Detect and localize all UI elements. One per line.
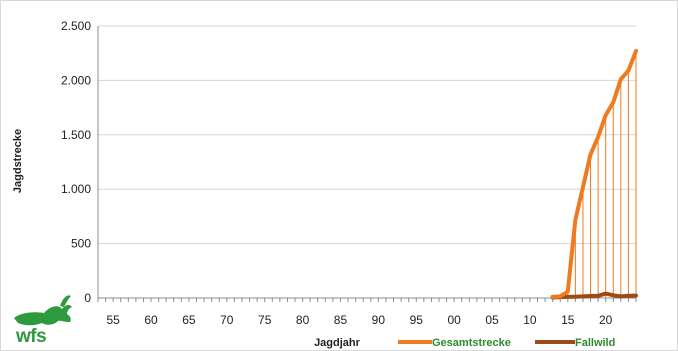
x-tick-label: 20 [599,313,613,327]
drop-lines [552,51,637,298]
y-tick-label: 2.000 [61,73,91,87]
logo-text: wfs [15,326,46,347]
axes [97,26,636,299]
x-tick-label: 75 [258,313,272,327]
y-tick-label: 500 [71,237,91,251]
gridlines [98,25,636,245]
x-tick-label: 00 [447,313,461,327]
logo: wfs [14,295,72,347]
series-line-fallwild [550,291,638,300]
y-axis-tick-labels: 0 500 1.000 1.500 2.000 2.500 [61,19,91,305]
x-tick-label: 15 [561,313,575,327]
x-tick-label: 10 [523,313,537,327]
x-tick-label: 80 [296,313,310,327]
x-tick-label: 70 [220,313,234,327]
y-axis-title: Jagdstrecke [12,129,24,193]
y-tick-label: 2.500 [61,19,91,33]
series-lines [550,49,638,300]
x-tick-label: 90 [372,313,386,327]
x-axis-tick-labels: 55 60 65 70 75 80 85 90 95 00 05 10 15 20 [106,313,612,327]
legend-label: Gesamtstrecke [432,337,511,349]
x-tick-label: 05 [485,313,499,327]
y-tick-label: 1.000 [61,182,91,196]
x-axis-title: Jagdjahr [314,337,361,349]
x-tick-label: 65 [182,313,196,327]
hare-icon [14,295,72,326]
x-tick-label: 85 [334,313,348,327]
y-tick-label: 0 [84,291,91,305]
x-tick-label: 60 [144,313,158,327]
x-tick-label: 55 [106,313,120,327]
y-tick-label: 1.500 [61,128,91,142]
legend-label: Fallwild [575,337,615,349]
series-line-gesamtstrecke [550,49,638,299]
x-tick-label: 95 [410,313,424,327]
legend: Gesamtstrecke Fallwild [398,337,615,349]
